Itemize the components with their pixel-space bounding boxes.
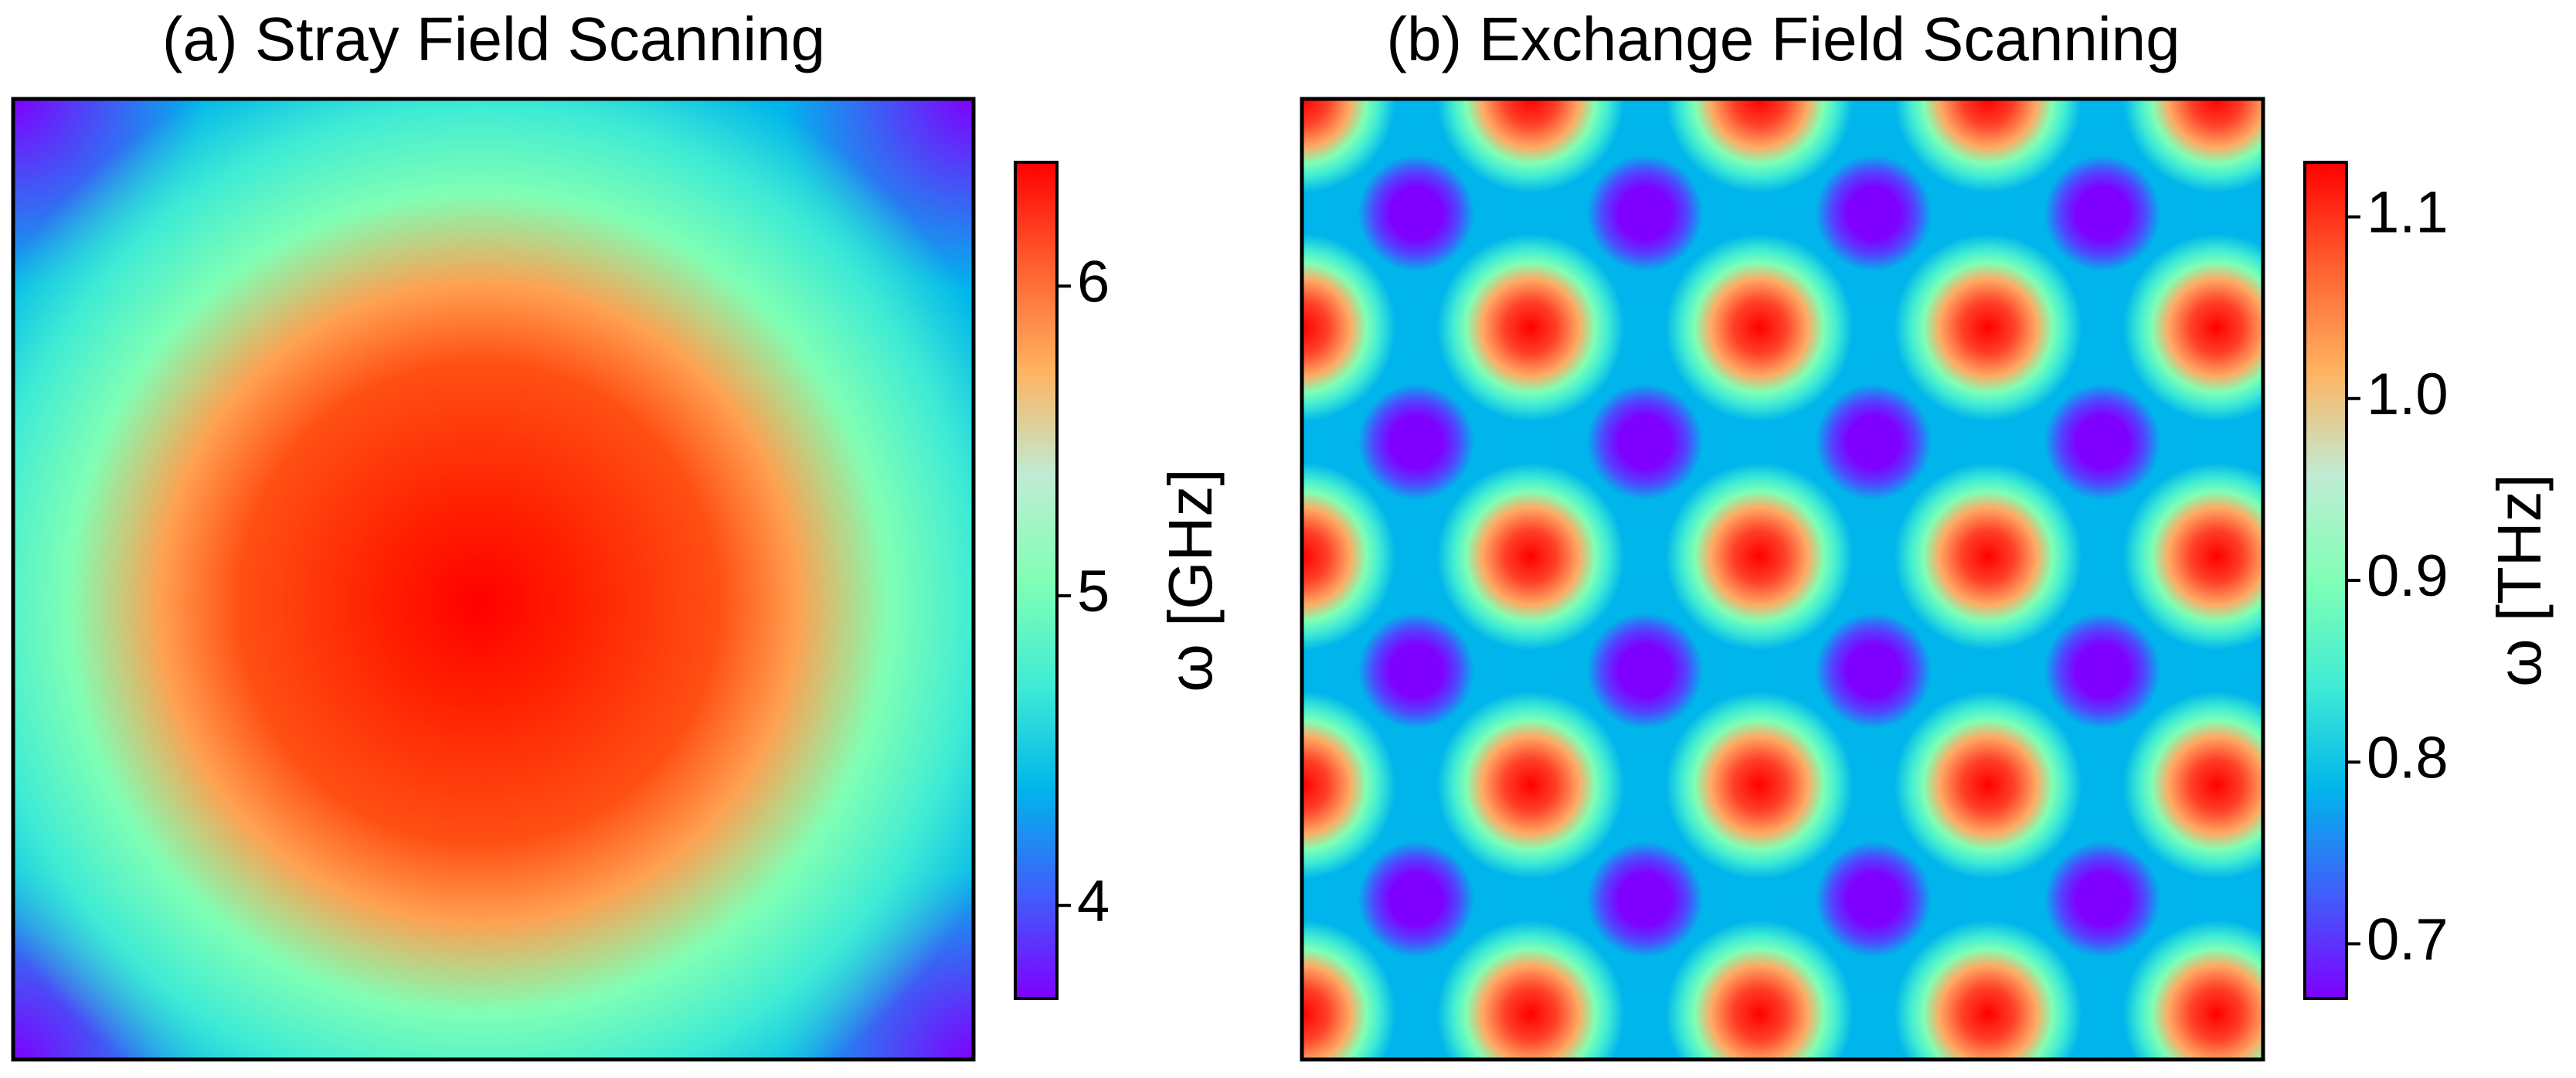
exchange-field-heatmap-fill xyxy=(1302,99,2263,1059)
stray-colorbar-label: ω [GHz] xyxy=(1156,468,1225,692)
panel-a-title: (a) Stray Field Scanning xyxy=(162,5,825,73)
colorbar-tick-label: 0.7 xyxy=(2367,907,2449,973)
heatmap-b-frame xyxy=(1300,97,2265,1062)
colorbar-tick-label: 6 xyxy=(1077,249,1110,315)
colorbar-tick-label: 1.1 xyxy=(2367,180,2449,246)
exchange-colorbar: 0.7 0.8 0.9 1.0 1.1 ω [THz] xyxy=(2303,161,2554,1000)
stray-colorbar: 4 5 6 ω [GHz] xyxy=(1014,161,1225,1000)
colorbar-tick-label: 4 xyxy=(1077,869,1110,934)
panel-b-title: (b) Exchange Field Scanning xyxy=(1386,5,2180,73)
exchange-field-heatmap xyxy=(1300,97,2265,1062)
stray-field-heatmap-fill xyxy=(13,99,974,1059)
exchange-colorbar-label: ω [THz] xyxy=(2485,474,2554,687)
colorbar-tick-label: 0.9 xyxy=(2367,543,2449,609)
colorbar-tick-label: 5 xyxy=(1077,559,1110,624)
stray-field-heatmap xyxy=(11,97,976,1062)
colorbar-tick-label: 1.0 xyxy=(2367,362,2449,427)
heatmap-a-frame xyxy=(11,97,976,1062)
colorbar-tick-label: 0.8 xyxy=(2367,725,2449,791)
